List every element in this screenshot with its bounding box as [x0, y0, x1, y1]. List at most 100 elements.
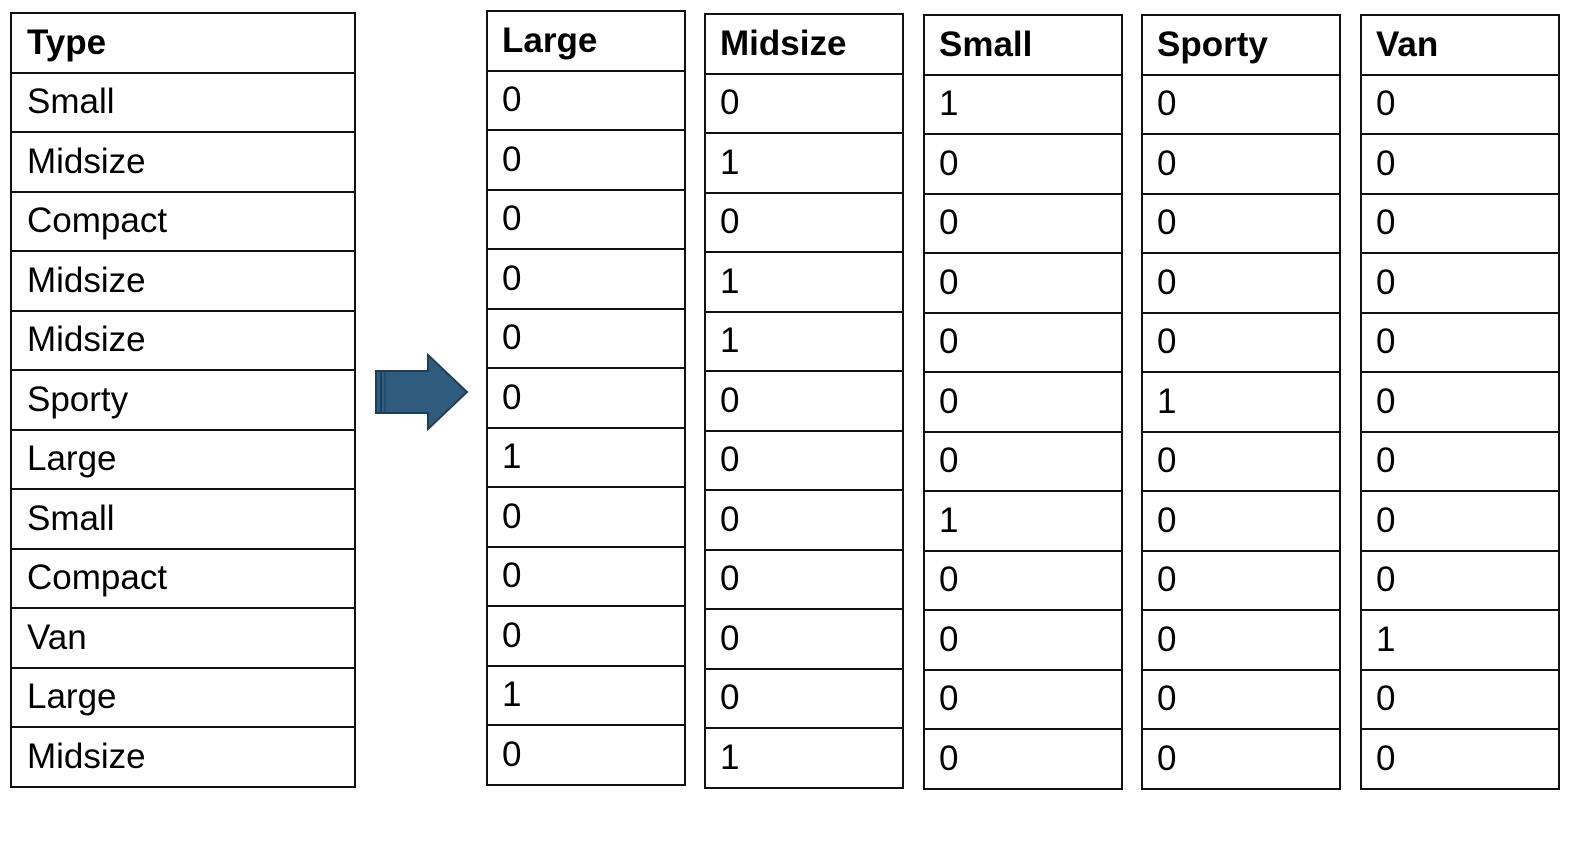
table-row: 0	[1360, 133, 1560, 195]
table-row: 0	[923, 549, 1123, 611]
table-row: 0	[704, 370, 904, 432]
table-row: 1	[486, 426, 686, 488]
dummy-header-row: Large	[486, 10, 686, 72]
table-row: 0	[704, 667, 904, 729]
dummy-header-row: Midsize	[704, 13, 904, 75]
table-row: 0	[486, 605, 686, 667]
table-row: 0	[1360, 490, 1560, 552]
dummy-cell-small: 0	[923, 430, 1123, 492]
table-row: 0	[923, 192, 1123, 254]
table-row: Midsize	[10, 726, 356, 788]
table-row: 0	[704, 429, 904, 491]
table-row: 0	[1141, 549, 1341, 611]
type-cell: Compact	[10, 547, 356, 609]
dummy-header-row: Small	[923, 14, 1123, 76]
dummy-cell-sporty: 0	[1141, 133, 1341, 195]
dummy-cell-sporty: 0	[1141, 728, 1341, 790]
table-row: 0	[923, 668, 1123, 730]
dummy-table-sporty: Sporty 0 0 0 0 0 1 0 0 0 0 0 0	[1141, 14, 1341, 790]
table-row: 1	[486, 664, 686, 726]
type-cell: Midsize	[10, 309, 356, 371]
table-row: 0	[1141, 133, 1341, 195]
table-row: 0	[1141, 430, 1341, 492]
table-row: Large	[10, 666, 356, 728]
dummy-cell-small: 0	[923, 668, 1123, 730]
table-row: 1	[704, 132, 904, 194]
dummy-cell-van: 0	[1360, 73, 1560, 135]
right-arrow-icon	[375, 353, 469, 431]
type-cell: Midsize	[10, 250, 356, 312]
table-row: 0	[923, 252, 1123, 314]
dummy-column-header-midsize: Midsize	[704, 13, 904, 75]
table-row: 0	[923, 133, 1123, 195]
dummy-cell-midsize: 0	[704, 489, 904, 551]
table-row: Small	[10, 71, 356, 133]
table-row: 1	[704, 727, 904, 789]
dummy-cell-large: 0	[486, 367, 686, 429]
table-row: 0	[704, 608, 904, 670]
dummy-cell-large: 0	[486, 248, 686, 310]
dummy-cell-large: 0	[486, 724, 686, 786]
dummy-cell-small: 1	[923, 490, 1123, 552]
dummy-cell-large: 0	[486, 605, 686, 667]
table-row: 0	[486, 69, 686, 131]
table-row: 0	[1360, 549, 1560, 611]
table-row: 1	[1141, 371, 1341, 433]
table-row: 1	[1360, 609, 1560, 671]
table-row: 0	[1141, 311, 1341, 373]
table-row: 0	[1360, 311, 1560, 373]
table-row: 0	[1141, 668, 1341, 730]
type-cell: Large	[10, 666, 356, 728]
dummy-cell-van: 0	[1360, 371, 1560, 433]
type-header-row: Type	[10, 12, 356, 74]
table-row: Midsize	[10, 250, 356, 312]
dummy-cell-sporty: 0	[1141, 252, 1341, 314]
table-row: 0	[1141, 490, 1341, 552]
table-row: 0	[923, 371, 1123, 433]
dummy-cell-midsize: 0	[704, 429, 904, 491]
table-row: 0	[1360, 192, 1560, 254]
table-row: Van	[10, 607, 356, 669]
dummy-cell-van: 0	[1360, 549, 1560, 611]
table-row: 0	[1360, 252, 1560, 314]
dummy-cell-large: 1	[486, 426, 686, 488]
dummy-cell-midsize: 0	[704, 608, 904, 670]
dummy-cell-sporty: 0	[1141, 609, 1341, 671]
type-cell: Large	[10, 428, 356, 490]
table-row: 0	[486, 129, 686, 191]
dummy-cell-van: 0	[1360, 252, 1560, 314]
dummy-cell-sporty: 0	[1141, 549, 1341, 611]
table-row: Compact	[10, 547, 356, 609]
table-row: 0	[486, 724, 686, 786]
type-cell: Midsize	[10, 726, 356, 788]
type-cell: Midsize	[10, 131, 356, 193]
dummy-cell-van: 0	[1360, 133, 1560, 195]
dummy-cell-sporty: 1	[1141, 371, 1341, 433]
dummy-cell-van: 0	[1360, 490, 1560, 552]
table-row: 1	[704, 310, 904, 372]
dummy-cell-midsize: 1	[704, 310, 904, 372]
table-row: 0	[1360, 73, 1560, 135]
dummy-cell-small: 0	[923, 728, 1123, 790]
dummy-cell-midsize: 0	[704, 72, 904, 134]
dummy-cell-large: 0	[486, 307, 686, 369]
dummy-cell-midsize: 0	[704, 370, 904, 432]
type-table-body: Type Small Midsize Compact Midsize Midsize Spo…	[10, 12, 356, 788]
dummy-cell-sporty: 0	[1141, 490, 1341, 552]
dummy-cell-midsize: 1	[704, 132, 904, 194]
dummy-cell-midsize: 0	[704, 667, 904, 729]
table-row: 0	[1360, 728, 1560, 790]
dummy-table-small: Small 1 0 0 0 0 0 0 1 0 0 0 0	[923, 14, 1123, 790]
dummy-cell-sporty: 0	[1141, 668, 1341, 730]
dummy-cell-van: 0	[1360, 728, 1560, 790]
dummy-cell-small: 0	[923, 311, 1123, 373]
dummy-cell-sporty: 0	[1141, 311, 1341, 373]
dummy-cell-large: 0	[486, 69, 686, 131]
table-row: Small	[10, 488, 356, 550]
table-row: 0	[486, 188, 686, 250]
table-row: Midsize	[10, 131, 356, 193]
dummy-cell-large: 0	[486, 486, 686, 548]
dummy-cell-midsize: 1	[704, 727, 904, 789]
dummy-column-header-small: Small	[923, 14, 1123, 76]
dummy-column-header-van: Van	[1360, 14, 1560, 76]
